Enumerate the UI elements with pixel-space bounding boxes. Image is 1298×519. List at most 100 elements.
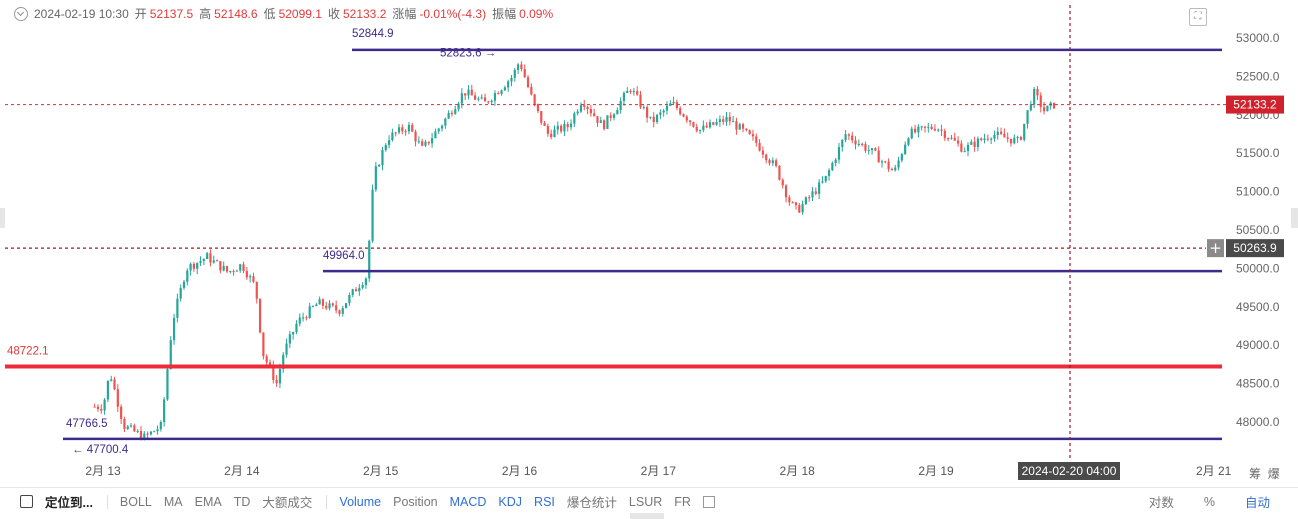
candle-body bbox=[268, 362, 272, 366]
log-scale-toggle[interactable]: 对数 bbox=[1148, 496, 1174, 510]
candle-body bbox=[176, 298, 179, 318]
candle-body bbox=[636, 91, 639, 95]
candle-body bbox=[503, 87, 506, 91]
indicator-large-trades[interactable]: 大额成交 bbox=[262, 496, 313, 510]
candle-body bbox=[1039, 95, 1042, 108]
indicator-volume[interactable]: Volume bbox=[339, 494, 382, 509]
open-label: 开 bbox=[134, 7, 147, 21]
right-collapse-handle[interactable] bbox=[1291, 208, 1298, 228]
candle-body bbox=[854, 140, 857, 145]
candle-body bbox=[917, 126, 920, 133]
candle-body bbox=[950, 137, 953, 139]
indicator-ema[interactable]: EMA bbox=[194, 494, 222, 509]
candle-body bbox=[818, 182, 821, 194]
candle-body bbox=[110, 379, 113, 381]
change-value: -0.01%(-4.3) bbox=[419, 6, 487, 21]
indicator-kdj[interactable]: KDJ bbox=[498, 494, 523, 509]
candle-body bbox=[106, 380, 110, 400]
add-alert-plus-icon: + bbox=[1209, 239, 1222, 257]
indicator-fr[interactable]: FR bbox=[674, 494, 691, 509]
liquidation-button[interactable]: 爆 bbox=[1267, 467, 1280, 481]
candle-body bbox=[751, 134, 755, 137]
candle-body bbox=[1026, 110, 1029, 124]
y-tick-label: 53000.0 bbox=[1236, 31, 1280, 45]
candle-body bbox=[1003, 133, 1006, 138]
candle-body bbox=[1019, 136, 1023, 140]
candle-body bbox=[609, 115, 612, 118]
candle-body bbox=[569, 123, 573, 128]
bottom-resize-handle[interactable] bbox=[630, 513, 664, 519]
candle-body bbox=[278, 369, 282, 384]
candle-body bbox=[315, 304, 318, 307]
candle-body bbox=[394, 132, 397, 134]
candle-body bbox=[189, 263, 192, 271]
candle-body bbox=[483, 97, 487, 102]
indicator-td[interactable]: TD bbox=[233, 494, 251, 509]
candle-body bbox=[741, 124, 745, 129]
candle-body bbox=[639, 94, 642, 108]
indicator-boll[interactable]: BOLL bbox=[119, 494, 152, 509]
candle-body bbox=[126, 426, 129, 430]
candle-body bbox=[477, 98, 480, 100]
candle-body bbox=[100, 408, 103, 411]
candle-body bbox=[642, 107, 645, 109]
candle-body bbox=[748, 130, 751, 135]
candle-body bbox=[497, 93, 500, 95]
y-tick-label: 49000.0 bbox=[1236, 338, 1280, 352]
low-value: 52099.1 bbox=[278, 6, 322, 21]
candle-body bbox=[940, 129, 943, 131]
indicator-liquidation-stats[interactable]: 爆仓统计 bbox=[566, 496, 617, 510]
chip-distribution-button[interactable]: 筹 bbox=[1249, 467, 1262, 481]
candle-body bbox=[179, 287, 182, 299]
candle-body bbox=[649, 116, 652, 118]
candle-body bbox=[844, 134, 847, 140]
indicator-rsi[interactable]: RSI bbox=[534, 494, 555, 509]
candle-body bbox=[325, 305, 328, 309]
candle-body bbox=[292, 332, 295, 335]
candle-body bbox=[172, 317, 176, 341]
scale-options: 对数 % 自动 bbox=[1131, 488, 1282, 515]
indicator-ma[interactable]: MA bbox=[163, 494, 183, 509]
high-label: 高 bbox=[199, 7, 212, 21]
candle-body bbox=[384, 144, 387, 150]
candle-body bbox=[1006, 137, 1009, 139]
candle-body bbox=[397, 127, 401, 133]
candle-body bbox=[870, 148, 874, 151]
auto-scale-toggle[interactable]: 自动 bbox=[1244, 496, 1270, 510]
indicator-macd[interactable]: MACD bbox=[449, 494, 487, 509]
candle-body bbox=[930, 126, 933, 129]
candle-body bbox=[880, 161, 884, 163]
left-collapse-handle[interactable] bbox=[0, 208, 5, 228]
candle-body bbox=[202, 258, 205, 261]
candle-body bbox=[953, 137, 956, 141]
collapse-chevron-icon[interactable] bbox=[14, 6, 28, 21]
candle-body bbox=[659, 112, 662, 115]
candle-body bbox=[444, 118, 447, 126]
candle-body bbox=[738, 124, 741, 130]
indicator-position[interactable]: Position bbox=[393, 494, 438, 509]
close-value: 52133.2 bbox=[342, 6, 387, 21]
candle-body bbox=[788, 197, 791, 203]
candle-body bbox=[133, 425, 136, 432]
candle-body bbox=[215, 260, 219, 262]
candle-body bbox=[298, 317, 301, 324]
fullscreen-icon[interactable]: ⛶ bbox=[1189, 8, 1207, 26]
candle-body bbox=[612, 114, 616, 118]
percent-scale-toggle[interactable]: % bbox=[1203, 494, 1215, 509]
locate-button[interactable]: 定位到... bbox=[45, 496, 93, 510]
candle-body bbox=[837, 147, 841, 160]
candle-body bbox=[235, 270, 239, 272]
candle-body bbox=[999, 131, 1003, 134]
candle-body bbox=[358, 287, 361, 292]
candle-body bbox=[622, 92, 626, 102]
calendar-icon[interactable] bbox=[20, 495, 33, 508]
candle-body bbox=[196, 262, 199, 269]
candle-body bbox=[814, 191, 817, 194]
candle-body bbox=[811, 191, 814, 198]
candle-body bbox=[913, 128, 917, 133]
edit-icon[interactable] bbox=[702, 495, 715, 508]
indicator-lsur[interactable]: LSUR bbox=[628, 494, 663, 509]
candle-body bbox=[1013, 137, 1016, 144]
candle-body bbox=[434, 131, 437, 139]
